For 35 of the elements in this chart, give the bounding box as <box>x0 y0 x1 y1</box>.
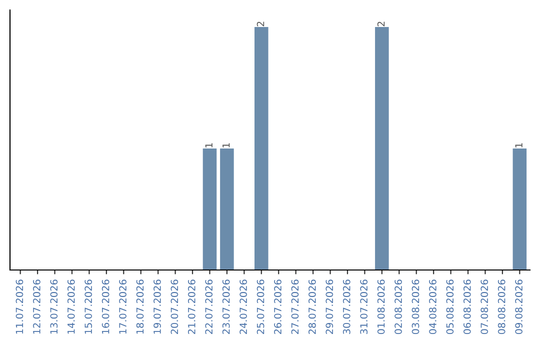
x-tick-label: 24.07.2026 <box>240 280 247 334</box>
x-tick-label: 27.07.2026 <box>291 280 299 334</box>
x-tick-label: 07.08.2026 <box>480 280 488 334</box>
x-tick-label: 21.07.2026 <box>188 280 196 334</box>
x-tick-label: 05.08.2026 <box>446 280 454 334</box>
x-tick-label: 20.07.2026 <box>170 280 178 334</box>
x-tick-label: 09.08.2026 <box>515 280 522 334</box>
x-tick-label: 03.08.2026 <box>412 280 420 334</box>
x-tick-label: 31.07.2026 <box>360 280 368 334</box>
x-tick-label: 19.07.2026 <box>154 280 161 334</box>
x-tick-label: 13.07.2026 <box>50 280 58 334</box>
x-tick-label: 16.07.2026 <box>102 280 110 334</box>
data-label: 2 <box>377 22 385 26</box>
data-label: 1 <box>515 143 522 148</box>
x-tick-label: 18.07.2026 <box>136 280 144 334</box>
x-tick-label: 30.07.2026 <box>342 280 350 334</box>
x-tick-label: 28.07.2026 <box>308 280 316 334</box>
x-tick-label: 15.07.2026 <box>84 280 92 334</box>
x-tick-label: 23.07.2026 <box>222 280 230 334</box>
x-tick-label: 29.07.2026 <box>326 280 334 334</box>
data-label: 2 <box>256 22 264 26</box>
x-tick-label: 17.07.2026 <box>119 280 126 334</box>
data-label: 1 <box>205 143 212 148</box>
x-tick-label: 01.08.2026 <box>377 280 385 334</box>
x-tick-label: 11.07.2026 <box>16 280 24 334</box>
x-tick-label: 25.07.2026 <box>256 280 264 334</box>
x-tick-label: 22.07.2026 <box>205 280 213 334</box>
x-tick-label: 26.07.2026 <box>274 280 282 334</box>
data-label: 1 <box>222 143 230 148</box>
x-tick-label: 12.07.2026 <box>33 280 40 334</box>
x-tick-label: 14.07.2026 <box>67 280 75 334</box>
x-tick-label: 02.08.2026 <box>394 280 402 334</box>
x-tick-label: 04.08.2026 <box>429 280 436 334</box>
x-tick-label: 08.08.2026 <box>498 280 506 334</box>
x-tick-label: 06.08.2026 <box>463 280 471 334</box>
